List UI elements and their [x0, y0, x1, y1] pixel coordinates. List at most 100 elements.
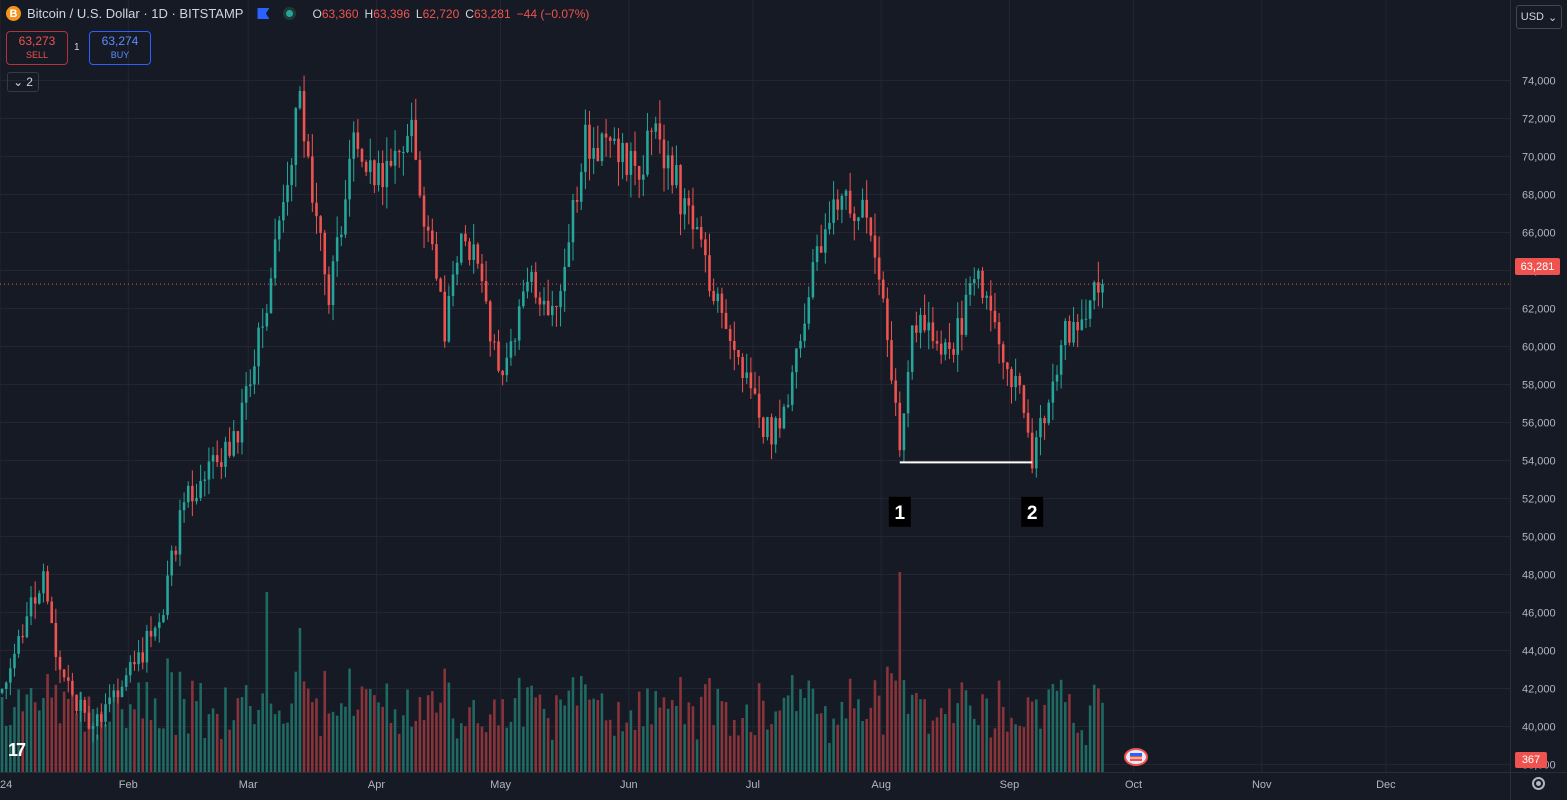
candle-body: [799, 341, 802, 349]
volume-bar: [824, 706, 827, 772]
volume-bar: [836, 724, 840, 772]
volume-bar: [87, 696, 91, 772]
volume-bar: [517, 677, 521, 772]
currency-button[interactable]: USD ⌄: [1516, 5, 1562, 29]
volume-bar: [236, 698, 240, 772]
volume-bar: [75, 713, 78, 772]
candle-body: [1101, 284, 1104, 293]
volume-bar: [766, 729, 769, 772]
candle-body: [534, 271, 538, 298]
candle-body: [104, 704, 107, 722]
candle-body: [997, 322, 1001, 345]
candle-body: [873, 235, 877, 258]
candle-body: [319, 216, 322, 233]
gear-icon[interactable]: [1532, 777, 1545, 790]
volume-bar: [625, 722, 629, 772]
volume-bar: [364, 689, 368, 772]
price-tick-label: 60,000: [1522, 342, 1556, 354]
candle-body: [451, 274, 455, 296]
candle-body: [1097, 282, 1100, 293]
volume-bar: [451, 718, 455, 772]
market-status-icon[interactable]: [283, 7, 297, 20]
candle-body: [265, 312, 269, 327]
flag-icon[interactable]: [257, 8, 270, 19]
tradingview-logo-icon[interactable]: 17: [8, 740, 26, 760]
time-tick-label: Aug: [871, 779, 891, 791]
volume-bar: [306, 688, 310, 772]
volume-bar: [596, 700, 600, 772]
candle-body: [1039, 417, 1042, 438]
volume-bar: [608, 719, 612, 772]
candle-body: [1084, 318, 1088, 320]
symbol-title[interactable]: Bitcoin / U.S. Dollar · 1D · BITSTAMP: [27, 6, 244, 21]
volume-bar: [832, 718, 835, 772]
candle-body: [108, 697, 111, 705]
volume-bar: [1068, 694, 1071, 772]
candle-body: [294, 108, 298, 166]
candle-body: [977, 270, 980, 280]
candle-body: [1043, 417, 1046, 424]
candle-body: [546, 300, 550, 316]
candle-body: [174, 550, 178, 555]
candle-body: [956, 318, 959, 355]
volume-bar: [1039, 728, 1042, 772]
volume-bar: [646, 688, 649, 772]
candle-body: [261, 326, 264, 328]
volume-bar: [513, 698, 517, 772]
economic-event-icon[interactable]: [1124, 748, 1148, 766]
volume-bar: [207, 714, 211, 772]
buy-button[interactable]: 63,274 BUY: [89, 31, 151, 65]
candle-body: [910, 325, 914, 372]
volume-bar: [426, 695, 430, 772]
volume-bar: [129, 704, 132, 772]
volume-bar: [480, 726, 484, 772]
candle-body: [968, 283, 972, 295]
candle-body: [393, 150, 397, 166]
candle-body: [658, 123, 662, 140]
volume-bar: [1080, 730, 1084, 772]
candle-body: [397, 150, 401, 153]
candle-body: [666, 155, 670, 169]
volume-bar: [261, 693, 264, 772]
price-tick-label: 54,000: [1522, 456, 1556, 468]
candle-body: [228, 441, 231, 456]
candle-body: [25, 616, 29, 638]
volume-bar: [170, 672, 173, 772]
volume-bar: [683, 724, 686, 772]
candle-body: [621, 142, 624, 163]
volume-bar: [447, 682, 451, 772]
time-tick-label: Apr: [368, 779, 385, 791]
volume-bar: [244, 685, 248, 772]
volume-bar: [1059, 679, 1063, 772]
volume-bar: [397, 733, 401, 772]
candle-body: [790, 372, 794, 405]
volume-bar: [17, 689, 20, 772]
candle-body: [517, 306, 521, 341]
volume-bar: [633, 729, 637, 772]
candle-body: [902, 413, 906, 451]
volume-bar: [331, 711, 335, 772]
volume-bar: [757, 683, 761, 772]
volume-bar: [211, 708, 215, 772]
indicators-toggle[interactable]: ⌄ 2: [7, 72, 39, 92]
candle-body: [592, 148, 595, 159]
candle-body: [853, 213, 856, 222]
sell-button[interactable]: 63,273 SELL: [6, 31, 68, 65]
candle-body: [972, 279, 976, 284]
candle-body: [385, 160, 389, 188]
volume-bar: [968, 705, 972, 772]
candle-body: [1051, 381, 1055, 403]
volume-bar: [83, 731, 87, 772]
volume-bar: [790, 675, 794, 772]
volume-bar: [712, 725, 715, 772]
volume-bar: [956, 703, 959, 772]
volume-bar: [989, 737, 993, 772]
candle-body: [836, 199, 840, 210]
volume-bar: [319, 736, 322, 772]
volume-bar: [501, 699, 504, 772]
volume-bar: [704, 684, 707, 772]
time-tick-label: Mar: [239, 779, 258, 791]
candle-body: [244, 386, 248, 403]
volume-bar: [890, 673, 893, 772]
